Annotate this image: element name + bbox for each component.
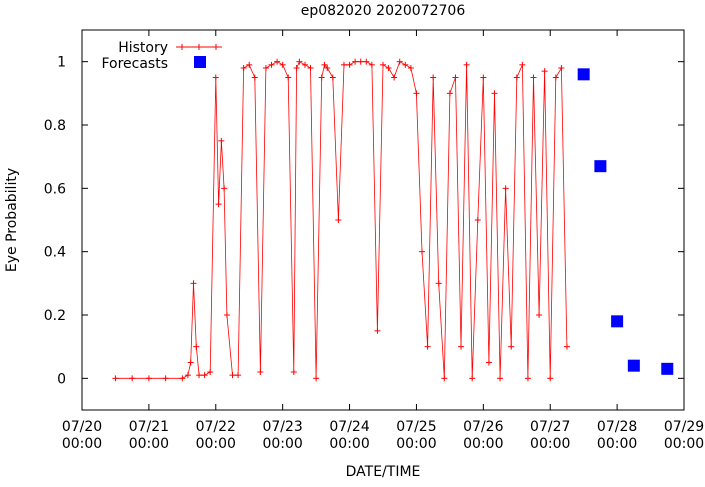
y-tick-label: 0.8 <box>44 118 66 134</box>
x-tick-label-date: 07/23 <box>262 419 302 435</box>
x-tick-label-time: 00:00 <box>129 436 169 452</box>
x-tick-label-time: 00:00 <box>597 436 637 452</box>
x-tick-label-time: 00:00 <box>396 436 436 452</box>
forecast-point <box>661 362 674 375</box>
x-tick-label-time: 00:00 <box>62 436 102 452</box>
x-tick-label-time: 00:00 <box>196 436 236 452</box>
x-tick-label-date: 07/28 <box>597 419 637 435</box>
x-tick-label-date: 07/26 <box>463 419 503 435</box>
legend-history-markers <box>179 44 219 50</box>
x-axis-label: DATE/TIME <box>346 464 421 480</box>
x-tick-label-date: 07/20 <box>62 419 102 435</box>
x-axis-ticks: 07/2000:0007/2100:0007/2200:0007/2300:00… <box>62 30 704 452</box>
chart-title: ep082020 2020072706 <box>301 3 466 19</box>
forecast-point <box>627 359 640 372</box>
y-axis-ticks: 0 0.2 0.4 0.6 0.8 1 <box>44 55 684 387</box>
y-axis-label: Eye Probability <box>4 168 20 272</box>
y-tick-label: 0.4 <box>44 245 66 261</box>
legend-forecasts-marker <box>194 56 206 68</box>
x-tick-label-date: 07/27 <box>530 419 570 435</box>
y-tick-label: 0 <box>57 371 66 387</box>
x-tick-label-date: 07/22 <box>196 419 236 435</box>
plot-frame <box>81 29 685 411</box>
x-tick-label-time: 00:00 <box>262 436 302 452</box>
legend-forecasts-label: Forecasts <box>101 56 168 72</box>
legend: History Forecasts <box>101 40 222 72</box>
history-series <box>112 58 570 382</box>
y-tick-label: 0.6 <box>44 181 66 197</box>
legend-history-label: History <box>118 40 168 56</box>
x-tick-label-time: 00:00 <box>463 436 503 452</box>
x-tick-label-time: 00:00 <box>329 436 369 452</box>
forecast-point <box>611 315 624 328</box>
forecast-point <box>594 160 607 173</box>
x-tick-label-date: 07/21 <box>129 419 169 435</box>
y-tick-label: 0.2 <box>44 308 66 324</box>
forecast-point <box>577 68 590 81</box>
x-tick-label-date: 07/29 <box>664 419 704 435</box>
x-tick-label-time: 00:00 <box>530 436 570 452</box>
y-tick-label: 1 <box>57 55 66 71</box>
x-tick-label-date: 07/25 <box>396 419 436 435</box>
forecast-series <box>577 68 674 375</box>
x-tick-label-date: 07/24 <box>329 419 369 435</box>
x-tick-label-time: 00:00 <box>664 436 704 452</box>
